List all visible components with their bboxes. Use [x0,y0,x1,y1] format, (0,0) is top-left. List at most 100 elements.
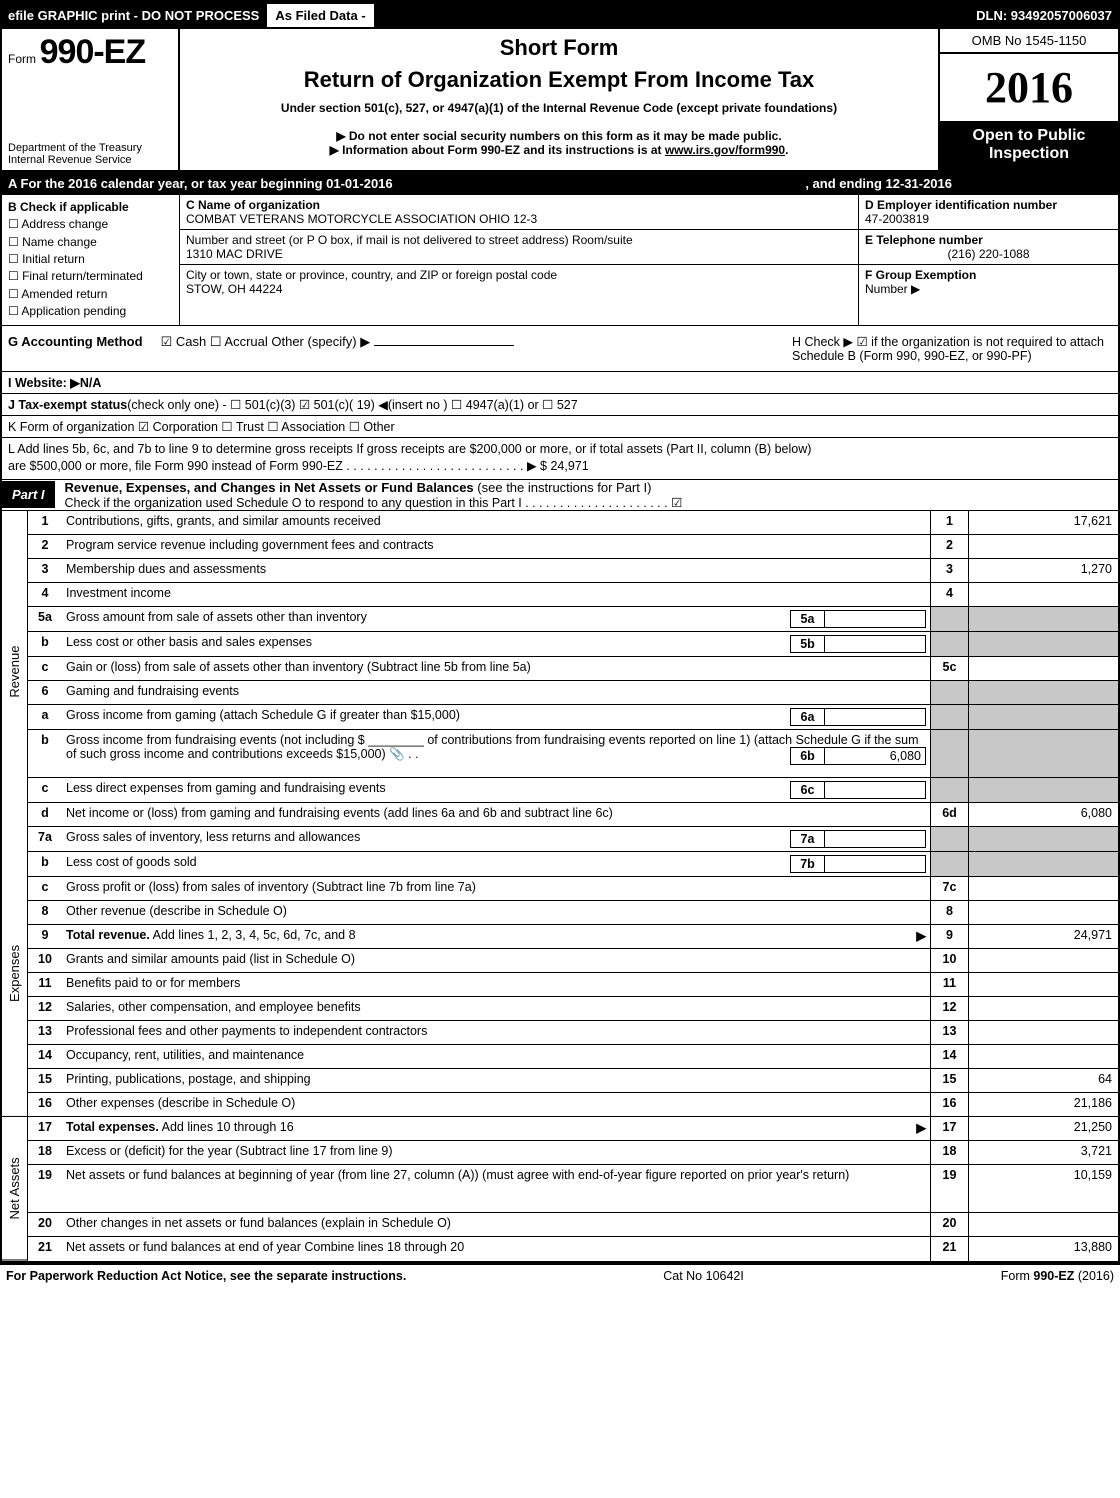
return-title: Return of Organization Exempt From Incom… [190,67,928,93]
line-number: a [28,705,62,729]
right-line-number: 3 [930,559,968,582]
right-line-number: 1 [930,511,968,534]
col-d: D Employer identification number 47-2003… [858,195,1118,325]
g-label: G Accounting Method [8,334,143,349]
line-desc: Net income or (loss) from gaming and fun… [62,803,930,826]
line-number: 11 [28,973,62,996]
right-line-number: 7c [930,877,968,900]
line-9: 9Total revenue. Add lines 1, 2, 3, 4, 5c… [28,925,1118,949]
right-line-number: 19 [930,1165,968,1212]
right-line-value [968,657,1118,680]
c-label: C Name of organization [186,198,852,212]
footer-left: For Paperwork Reduction Act Notice, see … [6,1269,406,1283]
under-section: Under section 501(c), 527, or 4947(a)(1)… [190,101,928,115]
short-form-title: Short Form [190,35,928,61]
col-b: B Check if applicable ☐ Address change ☐… [2,195,180,325]
right-line-value [968,973,1118,996]
line-20: 20Other changes in net assets or fund ba… [28,1213,1118,1237]
line-number: 6 [28,681,62,704]
right-line-value [968,705,1118,729]
d-label: D Employer identification number [865,198,1112,212]
col-c: C Name of organization COMBAT VETERANS M… [180,195,858,325]
section-a-ending: , and ending 12-31-2016 [805,176,1112,191]
row-j: J Tax-exempt status(check only one) - ☐ … [2,394,1118,416]
header-right: OMB No 1545-1150 2016 Open to Public Ins… [938,29,1118,170]
row-gh: G Accounting Method ☑ Cash ☐ Accrual Oth… [2,326,1118,372]
right-line-value [968,1045,1118,1068]
right-line-number: 11 [930,973,968,996]
part1-check: Check if the organization used Schedule … [65,495,683,510]
e-phone-row: E Telephone number (216) 220-1088 [859,230,1118,265]
subline-box: 5a [790,610,926,628]
line-a: aGross income from gaming (attach Schedu… [28,705,1118,730]
section-a-text: A For the 2016 calendar year, or tax yea… [8,176,393,191]
form-container: efile GRAPHIC print - DO NOT PROCESS As … [0,0,1120,1263]
line-number: 17 [28,1117,62,1140]
chk-final[interactable]: ☐ Final return/terminated [8,268,173,285]
line-number: 20 [28,1213,62,1236]
chk-name[interactable]: ☐ Name change [8,234,173,251]
subline-box: 7a [790,830,926,848]
line-number: b [28,852,62,876]
subline-box: 7b [790,855,926,873]
line-number: 12 [28,997,62,1020]
line-number: 1 [28,511,62,534]
line-desc: Contributions, gifts, grants, and simila… [62,511,930,534]
chk-amended[interactable]: ☐ Amended return [8,286,173,303]
right-line-number [930,827,968,851]
g-other-line[interactable] [374,345,514,346]
line-c: cGross profit or (loss) from sales of in… [28,877,1118,901]
line-desc: Excess or (deficit) for the year (Subtra… [62,1141,930,1164]
dept-line2: Internal Revenue Service [8,154,172,166]
omb-number: OMB No 1545-1150 [940,29,1118,54]
b-title: B Check if applicable [8,199,173,216]
chk-address[interactable]: ☐ Address change [8,216,173,233]
line-13: 13Professional fees and other payments t… [28,1021,1118,1045]
right-line-value [968,827,1118,851]
g-opts[interactable]: ☑ Cash ☐ Accrual Other (specify) ▶ [161,334,371,349]
line-17: 17Total expenses. Add lines 10 through 1… [28,1117,1118,1141]
line-b: bLess cost or other basis and sales expe… [28,632,1118,657]
right-line-number: 8 [930,901,968,924]
right-line-number [930,730,968,777]
header-center: Short Form Return of Organization Exempt… [180,29,938,170]
line-4: 4Investment income4 [28,583,1118,607]
right-line-number: 10 [930,949,968,972]
line-7a: 7aGross sales of inventory, less returns… [28,827,1118,852]
right-line-number: 20 [930,1213,968,1236]
line-2: 2Program service revenue including gover… [28,535,1118,559]
right-line-value: 3,721 [968,1141,1118,1164]
phone-value: (216) 220-1088 [865,247,1112,261]
line-number: 4 [28,583,62,606]
right-line-value: 64 [968,1069,1118,1092]
row-k[interactable]: K Form of organization ☑ Corporation ☐ T… [2,416,1118,438]
chk-initial[interactable]: ☐ Initial return [8,251,173,268]
row-j-rest[interactable]: (check only one) - ☐ 501(c)(3) ☑ 501(c)(… [127,398,577,412]
section-a: A For the 2016 calendar year, or tax yea… [2,172,1118,195]
irs-link[interactable]: www.irs.gov/form990 [665,143,785,157]
line-number: 14 [28,1045,62,1068]
f-label2: Number ▶ [865,282,920,296]
line-12: 12Salaries, other compensation, and empl… [28,997,1118,1021]
right-line-number [930,607,968,631]
c-addr-row: Number and street (or P O box, if mail i… [180,230,858,265]
line-desc: Gross income from fundraising events (no… [62,730,930,777]
vtab-revenue: Revenue [2,511,27,832]
subline-box: 5b [790,635,926,653]
right-line-number [930,778,968,802]
dept-line1: Department of the Treasury [8,142,172,154]
line-1: 1Contributions, gifts, grants, and simil… [28,511,1118,535]
data-rows: 1Contributions, gifts, grants, and simil… [28,511,1118,1261]
line-6: 6Gaming and fundraising events [28,681,1118,705]
info-period: . [785,143,788,157]
efile-label: efile GRAPHIC print - DO NOT PROCESS [2,4,265,27]
line-10: 10Grants and similar amounts paid (list … [28,949,1118,973]
right-line-value: 21,186 [968,1093,1118,1116]
chk-pending[interactable]: ☐ Application pending [8,303,173,320]
right-line-value [968,607,1118,631]
line-21: 21Net assets or fund balances at end of … [28,1237,1118,1261]
line-desc: Investment income [62,583,930,606]
line-desc: Gross profit or (loss) from sales of inv… [62,877,930,900]
right-line-value [968,997,1118,1020]
line-number: 13 [28,1021,62,1044]
